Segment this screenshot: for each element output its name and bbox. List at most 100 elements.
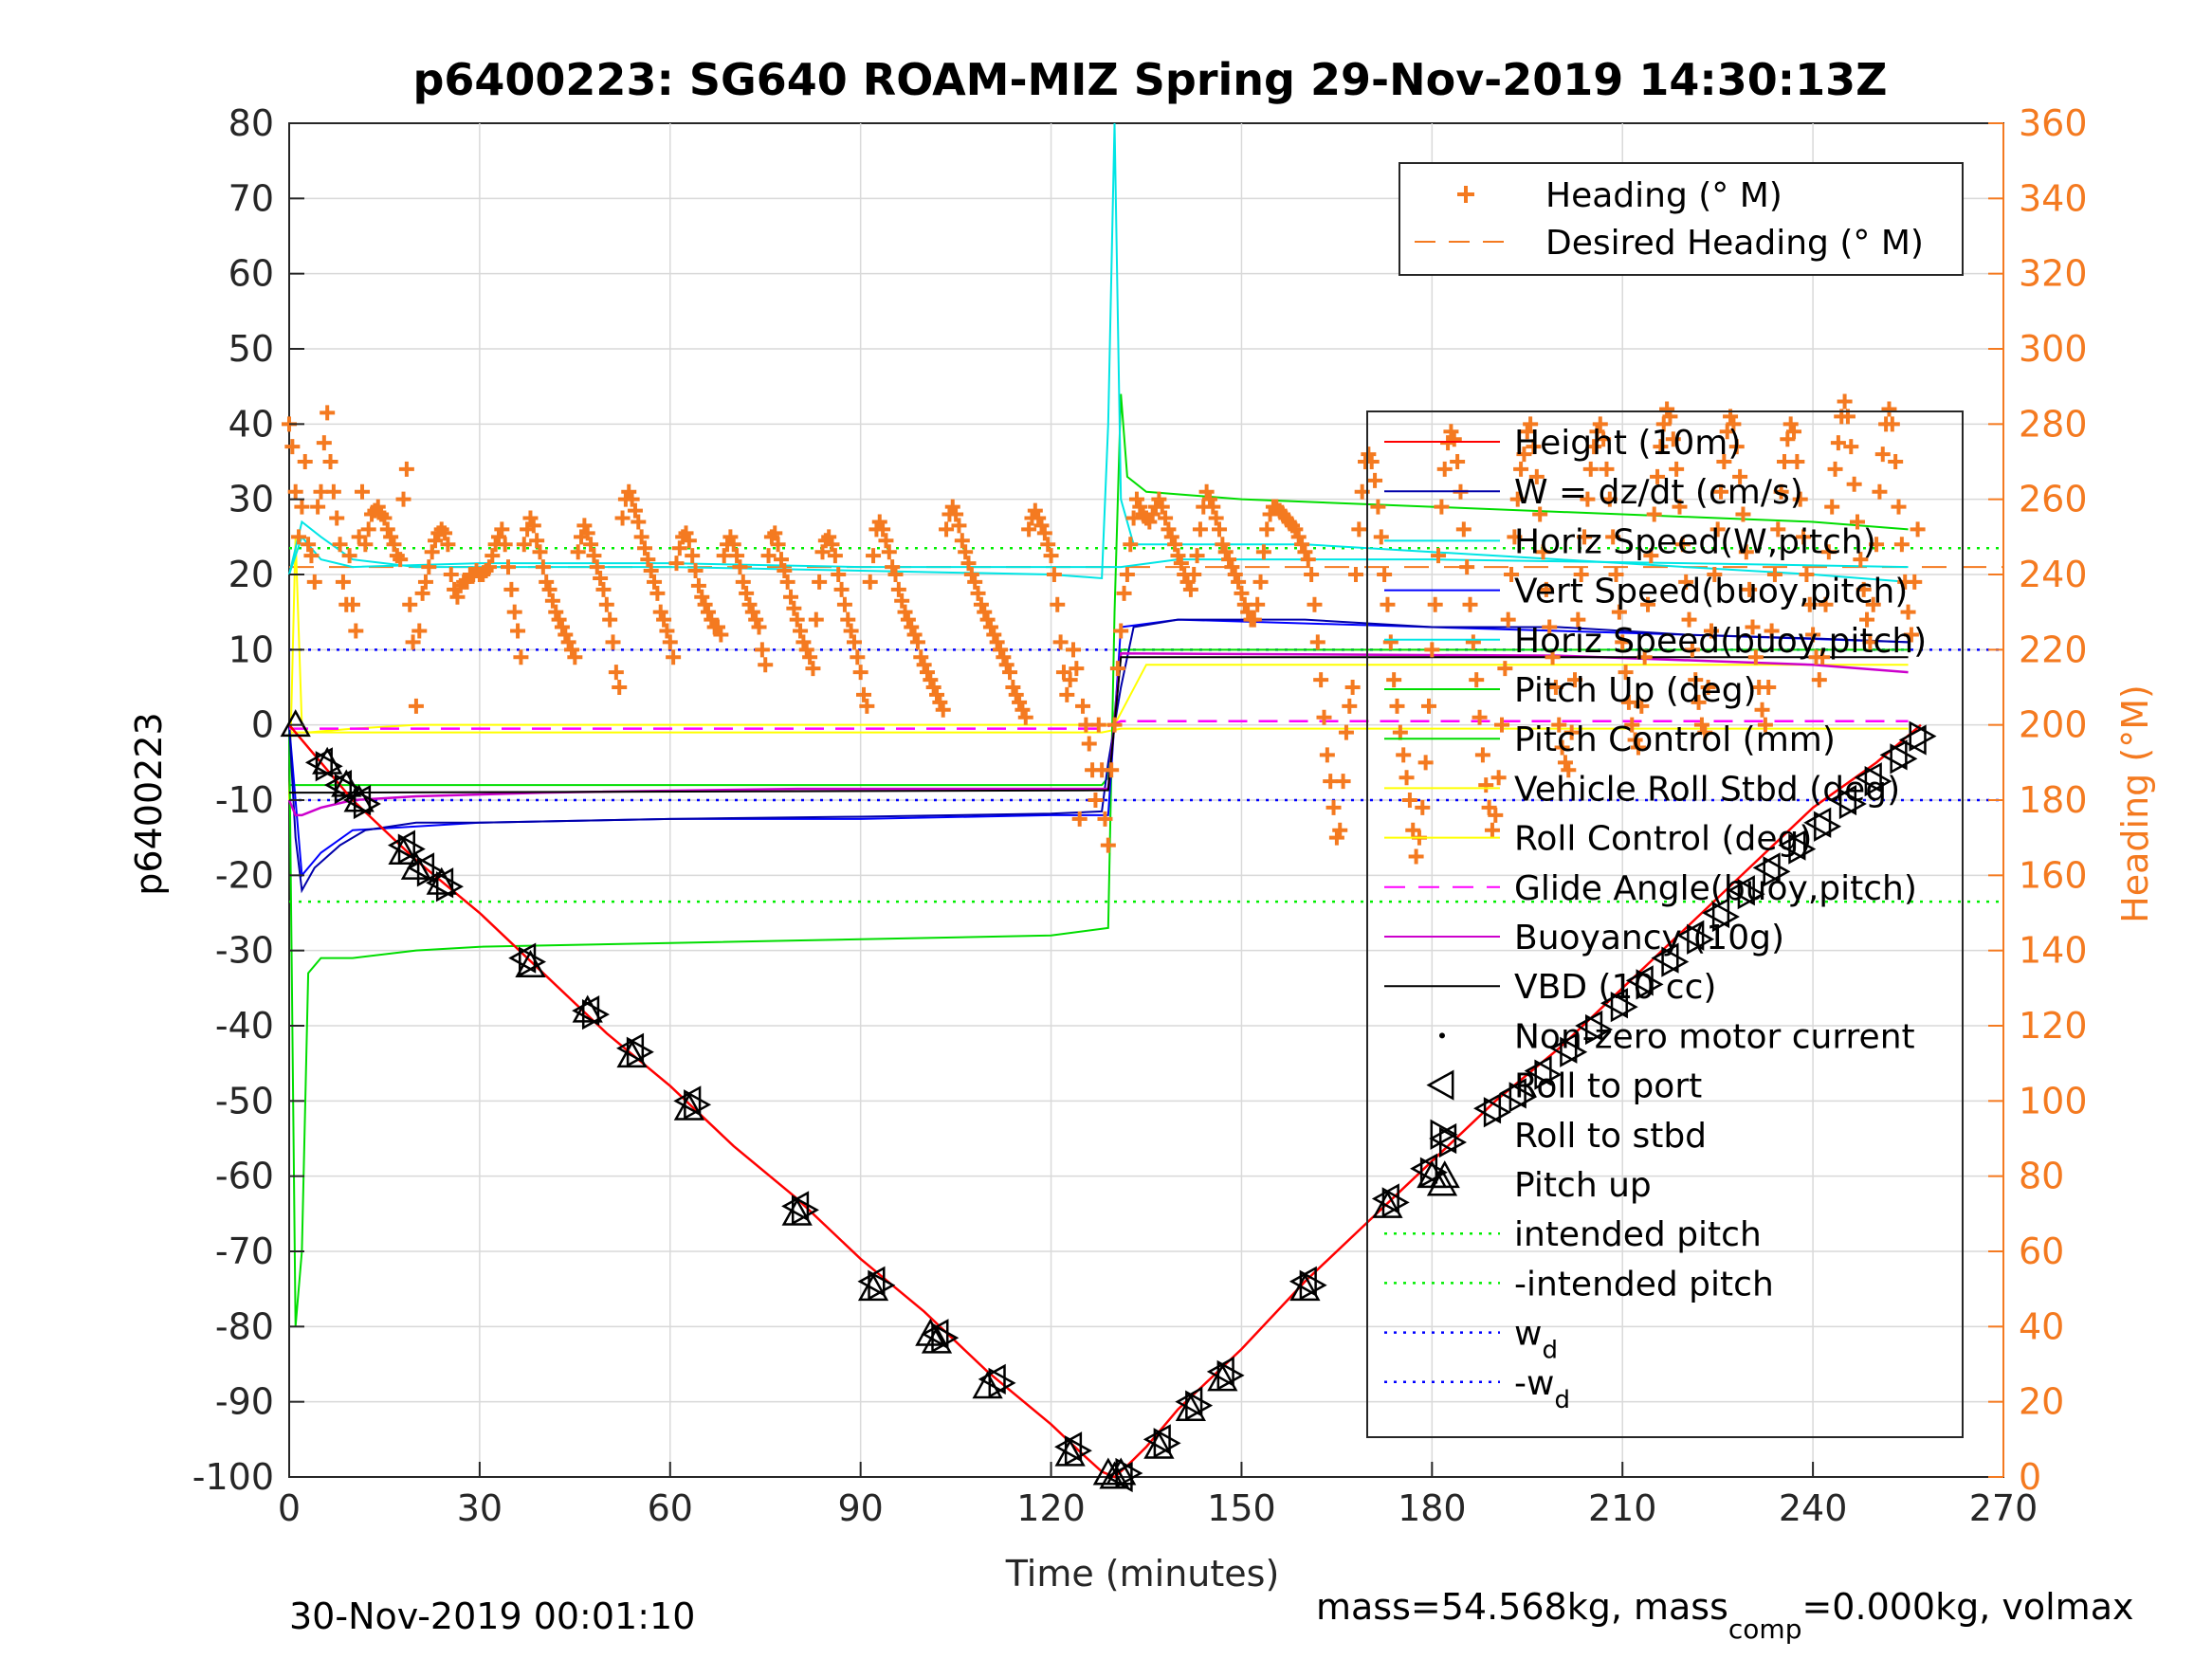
heading-point [360, 521, 376, 538]
heading-point [1097, 811, 1113, 827]
heading-point [1351, 521, 1367, 538]
heading-point [481, 559, 497, 575]
roll-to-stbd-marker [1890, 743, 1918, 775]
series-w [288, 618, 1909, 894]
heading-point [335, 574, 351, 590]
heading-point [633, 529, 649, 545]
heading-point [1434, 499, 1450, 515]
heading-point [1684, 642, 1700, 658]
heading-point [402, 596, 418, 612]
x-axis-label: Time (minutes) [1005, 1553, 1280, 1595]
heading-point [631, 514, 647, 530]
roll-to-stbd-marker [1864, 766, 1892, 797]
heading-point [773, 552, 789, 568]
legend-main-label: Pitch Control (mm) [1514, 720, 1836, 759]
heading-point [856, 686, 872, 702]
heading-point [840, 611, 856, 628]
heading-point [846, 634, 862, 650]
roll-to-stbd-marker [1687, 923, 1715, 955]
heading-point [411, 623, 428, 639]
legend-main-label: Pitch Up (deg) [1514, 671, 1757, 710]
heading-point [1872, 483, 1888, 500]
heading-point [1859, 611, 1875, 628]
heading-point [1827, 461, 1843, 477]
pitch-up-marker [515, 949, 546, 977]
heading-point [1246, 611, 1262, 628]
legend-top-label: Heading (° M) [1545, 176, 1782, 215]
pitch-up-marker [1106, 1457, 1137, 1486]
heading-point [1874, 447, 1891, 463]
heading-point [1462, 596, 1478, 612]
heading-point [1801, 596, 1818, 612]
series-horiz-speed-w [288, 122, 1909, 583]
heading-point [770, 537, 786, 553]
heading-point [1799, 567, 1815, 582]
heading-point [525, 518, 541, 534]
y2-tick-label: 180 [2019, 779, 2088, 821]
heading-point [1116, 585, 1132, 601]
heading-point [1551, 717, 1567, 733]
y2-tick-label: 80 [2019, 1156, 2064, 1197]
y2-axis-label: Heading (°M) [2114, 684, 2156, 923]
heading-point [1189, 548, 1205, 564]
legend-main-label: Non-zero motor current [1514, 1017, 1915, 1056]
heading-point [322, 454, 338, 469]
heading-point [1123, 537, 1139, 553]
heading-point [725, 537, 741, 553]
y-tick-label: 70 [229, 177, 274, 219]
pitch-up-marker [857, 1273, 889, 1302]
x-tick-label: 120 [1016, 1487, 1086, 1529]
y2-tick-label: 340 [2019, 177, 2088, 219]
heading-point [1865, 596, 1881, 612]
heading-point [608, 665, 624, 681]
heading-point [656, 611, 672, 628]
heading-point [1507, 529, 1523, 545]
heading-point [386, 537, 402, 553]
heading-point [1036, 525, 1052, 541]
heading-point [1732, 468, 1748, 484]
y-tick-label: -30 [215, 930, 274, 972]
legend-main-label: Vehicle Roll Stbd (deg) [1514, 770, 1900, 809]
heading-point [786, 600, 802, 616]
pitch-up-marker [1372, 1190, 1403, 1218]
heading-point [1601, 491, 1618, 507]
heading-point [325, 483, 341, 500]
heading-point [1342, 698, 1358, 714]
heading-point [1040, 537, 1056, 553]
heading-point [1325, 799, 1342, 815]
heading-point [1347, 567, 1363, 582]
heading-point [1335, 774, 1351, 790]
legend-label-sub: d [1542, 1337, 1558, 1365]
heading-point [1837, 393, 1853, 410]
heading-point [627, 502, 643, 519]
heading-point [716, 548, 732, 564]
y2-tick-label: 220 [2019, 629, 2088, 670]
pitch-up-marker [312, 746, 343, 775]
heading-point [1570, 611, 1586, 628]
heading-point [614, 510, 631, 526]
heading-point [805, 661, 821, 677]
heading-point [1398, 770, 1415, 786]
heading-point [1615, 634, 1631, 650]
y2-tick-label: 60 [2019, 1231, 2064, 1272]
heading-point [1252, 574, 1269, 590]
roll-to-stbd-marker [1711, 901, 1740, 933]
y-tick-label: -100 [192, 1456, 274, 1498]
heading-point [1472, 709, 1488, 725]
heading-point [605, 634, 621, 650]
heading-point [408, 698, 424, 714]
legend-main-label: Horiz Speed(buoy,pitch) [1514, 622, 1927, 661]
heading-point [1523, 416, 1539, 432]
heading-point [612, 680, 628, 695]
heading-point [516, 537, 532, 553]
y2-tick-label: 0 [2019, 1456, 2041, 1498]
y2-tick-label: 260 [2019, 479, 2088, 520]
heading-point [313, 483, 329, 500]
heading-markers [282, 393, 1926, 865]
heading-point [1088, 793, 1104, 808]
heading-point [583, 537, 599, 553]
heading-point [636, 540, 652, 556]
heading-point [1599, 461, 1615, 477]
heading-point [1500, 611, 1516, 628]
x-axis-ticks: 0 30 60 90 120 150 180 210 240 270 [278, 1462, 2038, 1529]
